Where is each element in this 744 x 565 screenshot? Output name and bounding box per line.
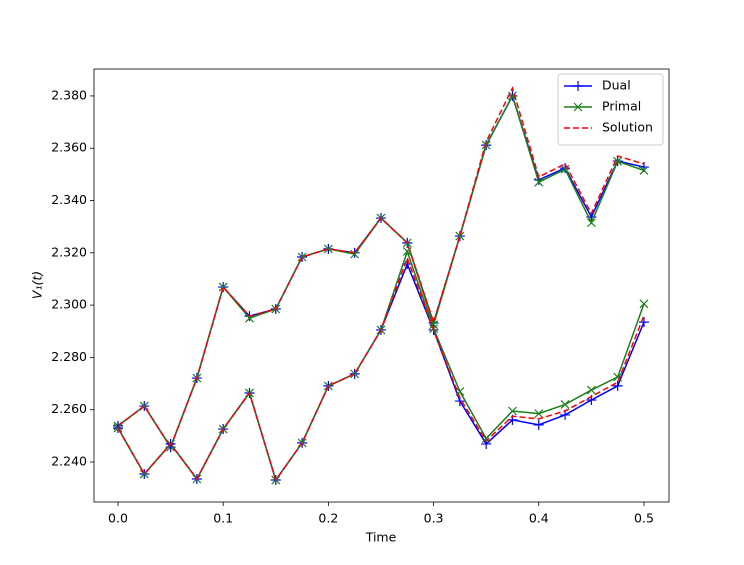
legend-label: Solution [602, 120, 653, 135]
marker [639, 166, 649, 175]
x-axis-label: Time [365, 530, 397, 545]
series [112, 259, 649, 486]
marker [508, 406, 517, 416]
line [117, 94, 645, 449]
marker [534, 409, 544, 419]
line [117, 262, 645, 482]
line [117, 86, 645, 449]
marker [639, 299, 649, 309]
marker [573, 81, 583, 91]
legend-label: Dual [602, 78, 631, 93]
marker [533, 419, 544, 430]
line [117, 255, 645, 482]
y-tick-label: 2.360 [51, 140, 87, 155]
y-tick-label: 2.260 [51, 401, 87, 416]
marker [455, 231, 465, 241]
x-tick-label: 0.2 [318, 511, 338, 526]
marker [613, 156, 623, 166]
legend-label: Primal [602, 99, 641, 114]
series [113, 91, 649, 452]
marker [350, 369, 360, 379]
y-tick-label: 2.340 [51, 192, 87, 207]
marker [402, 259, 413, 270]
marker [586, 218, 596, 228]
y-tick-label: 2.300 [51, 297, 87, 312]
y-tick-label: 2.320 [51, 244, 87, 259]
marker [350, 249, 360, 259]
marker [613, 372, 623, 382]
marker [560, 164, 570, 174]
marker [612, 380, 623, 391]
marker [455, 386, 465, 396]
marker [560, 400, 570, 409]
x-tick-label: 0.0 [108, 511, 128, 526]
marker [586, 385, 596, 395]
y-tick-label: 2.240 [51, 453, 87, 468]
y-tick-label: 2.380 [51, 87, 87, 102]
x-tick-label: 0.4 [529, 511, 549, 526]
y-tick-label: 2.280 [51, 349, 87, 364]
x-tick-label: 0.5 [634, 511, 654, 526]
x-tick-label: 0.3 [424, 511, 444, 526]
marker [573, 102, 583, 112]
marker [481, 140, 491, 150]
marker [402, 247, 412, 256]
series [117, 255, 645, 482]
x-tick-label: 0.1 [213, 511, 233, 526]
line [117, 93, 645, 449]
y-axis-label: V₁(t) [30, 271, 45, 299]
series [117, 86, 645, 449]
marker [534, 177, 544, 187]
line [117, 249, 645, 482]
marker [323, 244, 333, 254]
series [113, 247, 649, 485]
marker [560, 163, 571, 174]
plot-frame [93, 68, 670, 503]
